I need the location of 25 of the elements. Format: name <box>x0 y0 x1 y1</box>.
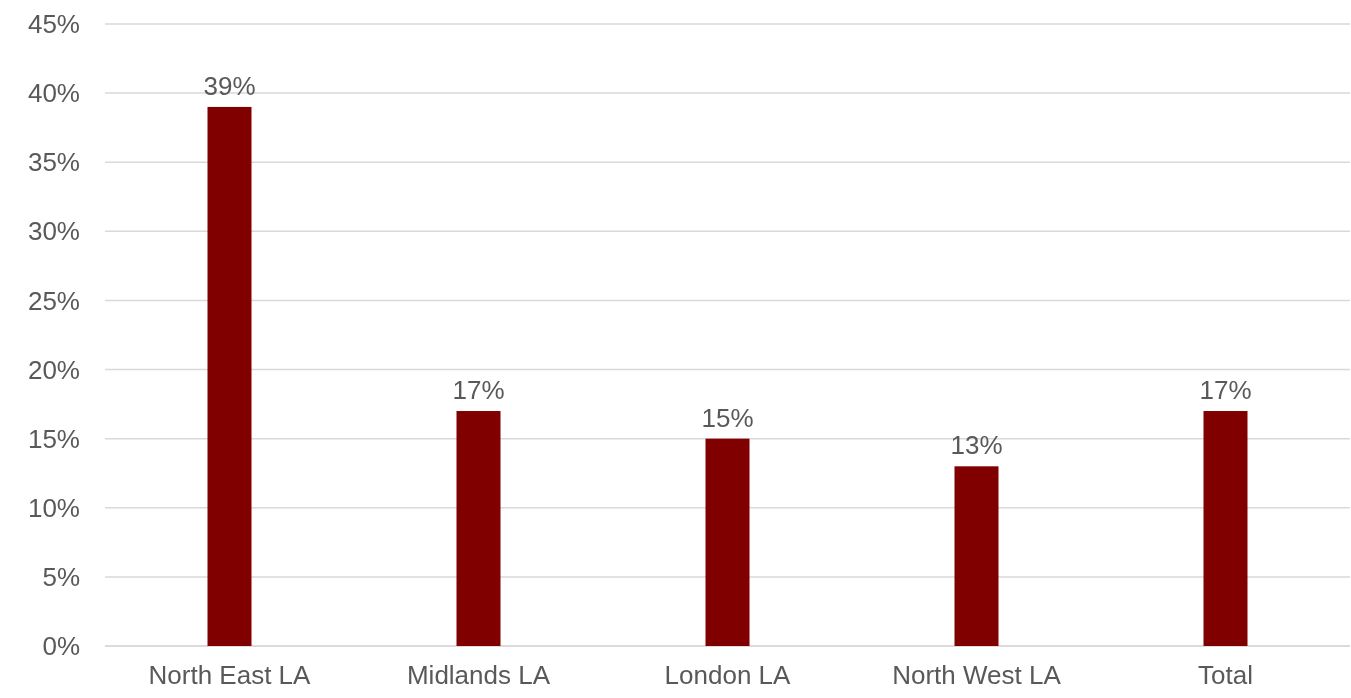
x-tick-label: North West LA <box>892 660 1062 690</box>
bar <box>1203 411 1248 646</box>
data-label: 13% <box>950 430 1003 461</box>
y-tick-label: 15% <box>27 423 80 454</box>
y-tick-label: 0% <box>42 631 80 662</box>
bar <box>456 411 501 646</box>
y-tick-label: 25% <box>27 285 80 316</box>
data-label: 15% <box>701 402 754 433</box>
data-label: 17% <box>452 375 505 406</box>
y-tick-label: 10% <box>27 492 80 523</box>
y-tick-label: 20% <box>27 354 80 385</box>
bar <box>207 106 252 646</box>
x-tick-label: London LA <box>664 660 792 690</box>
y-tick-label: 45% <box>27 9 80 40</box>
x-tick-label: North East LA <box>148 660 312 690</box>
data-label: 39% <box>203 70 256 101</box>
bar <box>705 438 750 646</box>
y-tick-label: 30% <box>27 216 80 247</box>
y-tick-label: 35% <box>27 147 80 178</box>
y-tick-label: 40% <box>27 78 80 109</box>
data-label: 17% <box>1199 375 1252 406</box>
x-tick-label: Total <box>1198 660 1253 690</box>
y-tick-label: 5% <box>42 561 80 592</box>
x-tick-label: Midlands LA <box>406 660 551 690</box>
bar <box>954 466 999 646</box>
